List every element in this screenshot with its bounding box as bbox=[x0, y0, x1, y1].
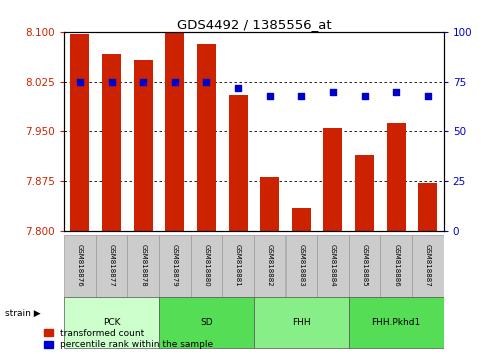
Bar bbox=[412, 235, 444, 297]
Text: GSM818885: GSM818885 bbox=[361, 244, 368, 287]
Bar bbox=[127, 235, 159, 297]
Bar bbox=[64, 235, 96, 297]
Point bbox=[329, 89, 337, 95]
Bar bbox=[134, 61, 153, 231]
Bar bbox=[381, 235, 412, 297]
Point bbox=[107, 79, 115, 85]
Bar bbox=[260, 177, 279, 231]
Legend: transformed count, percentile rank within the sample: transformed count, percentile rank withi… bbox=[44, 329, 213, 349]
Bar bbox=[165, 32, 184, 231]
Text: GSM818878: GSM818878 bbox=[140, 244, 146, 287]
Point bbox=[139, 79, 147, 85]
Text: GSM818887: GSM818887 bbox=[425, 244, 431, 287]
Bar bbox=[70, 34, 89, 231]
Text: GSM818882: GSM818882 bbox=[267, 244, 273, 287]
Bar bbox=[96, 235, 127, 297]
Bar bbox=[102, 54, 121, 231]
Bar bbox=[254, 297, 349, 348]
Bar bbox=[317, 235, 349, 297]
Bar bbox=[222, 235, 254, 297]
Text: FHH.Pkhd1: FHH.Pkhd1 bbox=[372, 318, 421, 327]
Text: strain ▶: strain ▶ bbox=[5, 309, 40, 318]
Point bbox=[76, 79, 84, 85]
Bar bbox=[64, 297, 159, 348]
Text: GSM818883: GSM818883 bbox=[298, 244, 304, 287]
Point bbox=[234, 85, 242, 91]
Point bbox=[297, 93, 305, 98]
Point bbox=[361, 93, 369, 98]
Title: GDS4492 / 1385556_at: GDS4492 / 1385556_at bbox=[176, 18, 331, 31]
Text: GSM818884: GSM818884 bbox=[330, 244, 336, 287]
Text: GSM818880: GSM818880 bbox=[204, 244, 210, 287]
Bar bbox=[285, 235, 317, 297]
Bar bbox=[355, 155, 374, 231]
Bar bbox=[191, 235, 222, 297]
Point bbox=[424, 93, 432, 98]
Bar bbox=[323, 128, 343, 231]
Text: PCK: PCK bbox=[103, 318, 120, 327]
Point bbox=[392, 89, 400, 95]
Bar bbox=[387, 124, 406, 231]
Text: SD: SD bbox=[200, 318, 213, 327]
Text: GSM818881: GSM818881 bbox=[235, 244, 241, 287]
Bar bbox=[419, 183, 437, 231]
Bar bbox=[292, 208, 311, 231]
Text: GSM818877: GSM818877 bbox=[108, 244, 114, 287]
Text: FHH: FHH bbox=[292, 318, 311, 327]
Bar bbox=[229, 95, 247, 231]
Text: GSM818876: GSM818876 bbox=[77, 244, 83, 287]
Bar bbox=[159, 297, 254, 348]
Point bbox=[266, 93, 274, 98]
Point bbox=[171, 79, 179, 85]
Bar bbox=[349, 235, 381, 297]
Bar bbox=[254, 235, 285, 297]
Bar bbox=[197, 44, 216, 231]
Bar bbox=[159, 235, 191, 297]
Text: GSM818886: GSM818886 bbox=[393, 244, 399, 287]
Point bbox=[203, 79, 211, 85]
Bar bbox=[349, 297, 444, 348]
Text: GSM818879: GSM818879 bbox=[172, 244, 178, 287]
